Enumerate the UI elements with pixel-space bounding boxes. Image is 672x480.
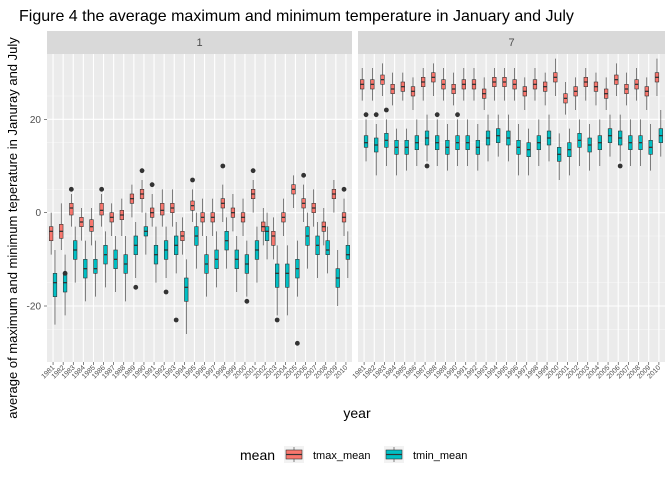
x-axis-title: year <box>343 405 371 421</box>
marks-layer <box>49 58 663 346</box>
box-tmin_mean <box>184 277 189 302</box>
y-tick-label: 20 <box>30 115 42 126</box>
outlier-point <box>139 168 145 174</box>
legend-label-tmin_mean: tmin_mean <box>413 450 467 462</box>
facet-label-1: 1 <box>196 37 202 49</box>
chart-title: Figure 4 the average maximum and minimum… <box>19 8 574 25</box>
box-tmin_mean <box>275 263 280 288</box>
box-tmax_mean <box>271 231 276 246</box>
box-tmax_mean <box>69 203 74 216</box>
outlier-point <box>244 298 250 304</box>
box-tmax_mean <box>89 219 94 232</box>
legend: mean tmax_mean tmin_mean <box>240 446 467 463</box>
outlier-point <box>68 186 74 192</box>
outlier-point <box>373 112 379 118</box>
outlier-point <box>190 177 195 183</box>
box-tmin_mean <box>325 240 330 255</box>
box-tmax_mean <box>160 203 165 216</box>
box-tmin_mean <box>52 273 58 297</box>
panel-1-background <box>47 54 352 362</box>
facet-strip-7 <box>358 31 665 54</box>
outlier-point <box>341 186 347 192</box>
box-tmin_mean <box>285 263 290 288</box>
y-axis-title: average of maximum and minimum teperatur… <box>5 37 20 419</box>
outlier-point <box>301 172 307 178</box>
grid-layer <box>47 54 665 362</box>
y-axis: -20 0 20 <box>27 115 47 313</box>
box-tmin_mean <box>264 226 270 241</box>
legend-title: mean <box>240 447 275 463</box>
outlier-point <box>363 112 369 118</box>
outlier-point <box>173 317 179 323</box>
outlier-point <box>424 163 430 169</box>
box-tmin_mean <box>93 259 98 274</box>
y-tick-label: -20 <box>27 302 42 313</box>
outlier-point <box>133 284 139 290</box>
facet-strip-1 <box>47 31 352 54</box>
outlier-point <box>99 186 105 192</box>
outlier-point <box>250 168 256 174</box>
outlier-point <box>294 340 300 346</box>
box-tmin_mean <box>363 135 369 148</box>
legend-label-tmax_mean: tmax_mean <box>313 450 370 462</box>
box-tmin_mean <box>345 245 350 260</box>
y-tick-label: 0 <box>35 208 41 219</box>
outlier-point <box>274 317 280 323</box>
outlier-point <box>434 112 440 118</box>
panel-7-background <box>358 54 665 362</box>
outlier-point <box>617 163 623 169</box>
x-axis: 1981198219831984198519861987198819891990… <box>41 362 662 380</box>
outlier-point <box>149 182 155 188</box>
outlier-point <box>383 107 389 113</box>
outlier-point <box>62 270 68 276</box>
outlier-point <box>163 289 169 295</box>
outlier-point <box>220 163 226 169</box>
box-tmax_mean <box>99 203 104 216</box>
outlier-point <box>455 112 460 118</box>
facet-label-7: 7 <box>508 37 514 49</box>
box-tmax_mean <box>49 226 54 241</box>
